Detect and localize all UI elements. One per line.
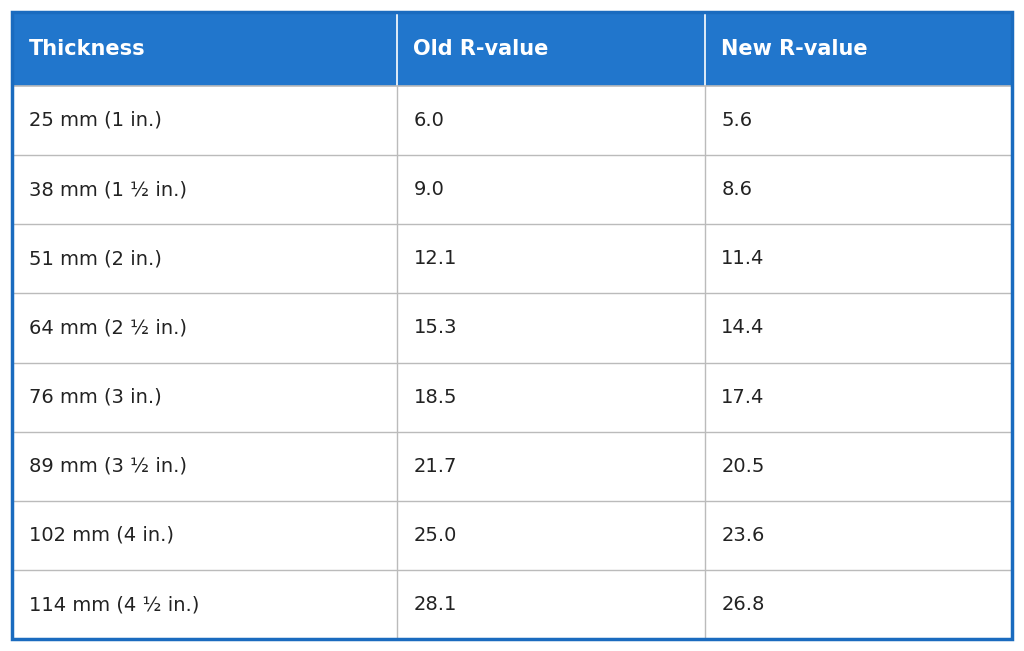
Text: 89 mm (3 ½ in.): 89 mm (3 ½ in.) (29, 457, 186, 476)
Bar (397, 294, 705, 363)
Text: Old R-value: Old R-value (414, 39, 549, 59)
Text: Thickness: Thickness (29, 39, 145, 59)
Text: 12.1: 12.1 (414, 249, 457, 268)
Text: 21.7: 21.7 (414, 457, 457, 476)
Text: 6.0: 6.0 (414, 111, 444, 130)
Text: 15.3: 15.3 (414, 318, 457, 337)
Bar (12, 294, 397, 363)
Bar (705, 86, 1012, 155)
Bar (397, 224, 705, 294)
Text: 28.1: 28.1 (414, 595, 457, 614)
Text: 26.8: 26.8 (721, 595, 765, 614)
Text: 51 mm (2 in.): 51 mm (2 in.) (29, 249, 162, 268)
Bar (705, 224, 1012, 294)
Text: New R-value: New R-value (721, 39, 868, 59)
Bar (397, 501, 705, 570)
Text: 18.5: 18.5 (414, 387, 457, 407)
Text: 23.6: 23.6 (721, 526, 765, 545)
Bar (397, 570, 705, 639)
Text: 5.6: 5.6 (721, 111, 753, 130)
Bar (705, 363, 1012, 432)
Text: 8.6: 8.6 (721, 180, 753, 199)
Text: 14.4: 14.4 (721, 318, 765, 337)
Text: 25.0: 25.0 (414, 526, 457, 545)
Bar (12, 155, 397, 224)
Text: 11.4: 11.4 (721, 249, 765, 268)
Text: 114 mm (4 ½ in.): 114 mm (4 ½ in.) (29, 595, 199, 614)
Bar (12, 224, 397, 294)
Bar (705, 155, 1012, 224)
Bar (12, 363, 397, 432)
Bar (12, 86, 397, 155)
Text: 25 mm (1 in.): 25 mm (1 in.) (29, 111, 162, 130)
Bar (397, 432, 705, 501)
Bar (705, 570, 1012, 639)
Text: 64 mm (2 ½ in.): 64 mm (2 ½ in.) (29, 318, 186, 337)
Bar (12, 12, 1012, 86)
Bar (705, 501, 1012, 570)
Text: 38 mm (1 ½ in.): 38 mm (1 ½ in.) (29, 180, 186, 199)
Bar (12, 432, 397, 501)
Bar (12, 570, 397, 639)
Bar (705, 432, 1012, 501)
Bar (397, 363, 705, 432)
Bar (397, 86, 705, 155)
Text: 17.4: 17.4 (721, 387, 765, 407)
Text: 9.0: 9.0 (414, 180, 444, 199)
Text: 102 mm (4 in.): 102 mm (4 in.) (29, 526, 174, 545)
Bar (705, 294, 1012, 363)
Bar (397, 155, 705, 224)
Text: 76 mm (3 in.): 76 mm (3 in.) (29, 387, 162, 407)
Text: 20.5: 20.5 (721, 457, 765, 476)
Bar (12, 501, 397, 570)
